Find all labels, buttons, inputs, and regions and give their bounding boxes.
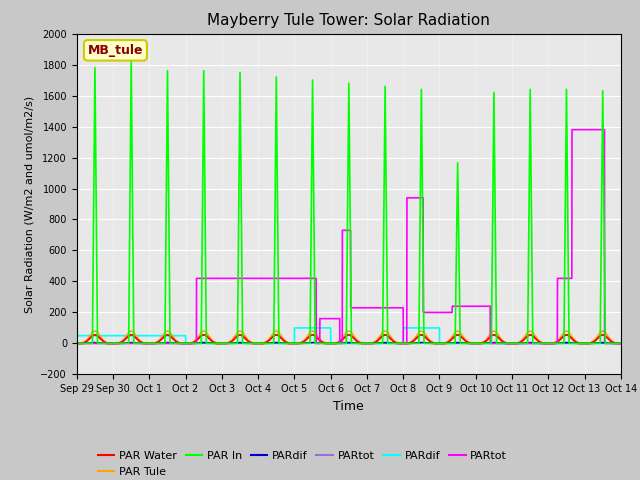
PARtot xyxy=(615,340,623,346)
PARdif xyxy=(501,340,509,346)
PARdif xyxy=(424,325,432,331)
PAR In xyxy=(424,340,431,346)
PAR In xyxy=(184,340,191,346)
PAR Tule xyxy=(617,340,625,346)
PARdif xyxy=(184,340,191,346)
PARtot xyxy=(617,340,625,346)
PARdif xyxy=(182,340,189,346)
PARtot xyxy=(501,340,509,346)
PARtot xyxy=(424,310,431,315)
PAR Water xyxy=(73,340,81,346)
PAR Tule xyxy=(501,339,509,345)
PARtot xyxy=(615,340,623,346)
PARdif xyxy=(91,340,99,346)
PAR Tule xyxy=(91,328,99,334)
Line: PARtot: PARtot xyxy=(77,335,621,343)
PARdif xyxy=(73,333,81,338)
PARtot xyxy=(184,340,191,346)
PARdif xyxy=(291,325,298,331)
PARdif xyxy=(501,340,509,346)
PARtot xyxy=(189,340,197,346)
PAR In xyxy=(615,340,623,346)
PAR Tule xyxy=(276,332,284,337)
PAR Tule xyxy=(615,340,623,346)
PARdif xyxy=(276,340,284,346)
PAR Tule xyxy=(184,340,191,346)
PAR Water xyxy=(91,332,99,338)
PARdif xyxy=(617,340,625,346)
PAR Tule xyxy=(189,339,197,345)
PARtot xyxy=(424,337,431,343)
Line: PARdif: PARdif xyxy=(77,328,621,343)
Y-axis label: Solar Radiation (W/m2 and umol/m2/s): Solar Radiation (W/m2 and umol/m2/s) xyxy=(25,96,35,312)
Line: PAR In: PAR In xyxy=(77,60,621,343)
PARtot xyxy=(73,340,81,346)
PARtot xyxy=(189,339,197,345)
Title: Mayberry Tule Tower: Solar Radiation: Mayberry Tule Tower: Solar Radiation xyxy=(207,13,490,28)
PAR In xyxy=(73,340,81,346)
PARdif xyxy=(184,340,191,346)
PAR In xyxy=(127,57,135,63)
PAR Water xyxy=(501,340,509,346)
PARdif xyxy=(617,340,625,346)
Line: PAR Water: PAR Water xyxy=(77,335,621,343)
PAR Water xyxy=(276,335,284,340)
PAR Water xyxy=(189,339,197,345)
PAR Water xyxy=(615,340,623,346)
PARdif xyxy=(615,340,623,346)
PARtot xyxy=(91,332,99,338)
PAR In xyxy=(276,340,284,346)
PAR Water xyxy=(617,340,625,346)
PAR Tule xyxy=(424,335,431,341)
PARdif xyxy=(276,340,284,346)
PAR Water xyxy=(184,340,191,346)
PAR Tule xyxy=(73,340,81,346)
PARdif xyxy=(73,340,81,346)
PARtot xyxy=(184,340,191,346)
PARtot xyxy=(276,276,284,281)
Legend: PAR Water, PAR Tule, PAR In, PARdif, PARtot, PARdif, PARtot: PAR Water, PAR Tule, PAR In, PARdif, PAR… xyxy=(93,447,511,480)
PARtot xyxy=(617,340,625,346)
Line: PAR Tule: PAR Tule xyxy=(77,331,621,343)
PAR In xyxy=(501,340,509,346)
PAR In xyxy=(189,340,197,346)
PARdif xyxy=(424,340,431,346)
PARdif xyxy=(615,340,623,346)
X-axis label: Time: Time xyxy=(333,400,364,413)
PAR Water xyxy=(424,337,431,343)
PARtot xyxy=(73,340,81,346)
PAR In xyxy=(617,340,625,346)
Line: PARtot: PARtot xyxy=(77,130,621,343)
PARdif xyxy=(189,340,197,346)
PARtot xyxy=(276,335,284,340)
PARdif xyxy=(189,340,197,346)
Text: MB_tule: MB_tule xyxy=(88,44,143,57)
PARtot xyxy=(568,127,576,132)
PARtot xyxy=(501,340,509,346)
